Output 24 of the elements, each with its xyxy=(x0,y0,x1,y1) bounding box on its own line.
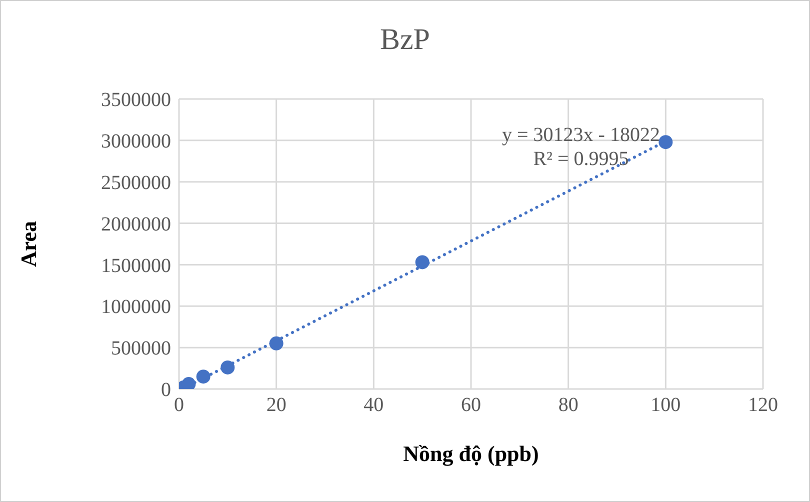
chart-title: BzP xyxy=(378,23,431,57)
x-tick-label: 40 xyxy=(364,394,384,416)
x-tick-label: 120 xyxy=(748,394,778,416)
x-tick-label: 100 xyxy=(650,394,681,416)
y-tick-label: 1500000 xyxy=(101,254,171,277)
y-tick-label: 3500000 xyxy=(101,89,171,112)
point xyxy=(196,370,210,384)
x-tick-label: 80 xyxy=(558,394,578,416)
y-axis-title: Area xyxy=(16,220,42,268)
y-tick-label: 3000000 xyxy=(101,130,171,153)
y-tick-label: 2500000 xyxy=(101,172,171,194)
point xyxy=(269,336,284,350)
y-tick-label: 0 xyxy=(161,379,171,402)
x-tick-label: 60 xyxy=(461,394,481,416)
x-axis-title: Nồng độ (ppb) xyxy=(402,441,540,467)
annotation: y = 30123x - 18022 xyxy=(501,123,661,147)
x-tick-label: 20 xyxy=(266,394,286,416)
point xyxy=(658,135,673,150)
y-tick-label: 500000 xyxy=(111,338,171,360)
point xyxy=(415,255,430,270)
annotation: R² = 0.9995 xyxy=(532,147,630,171)
y-tick-label: 2000000 xyxy=(101,213,171,236)
point xyxy=(220,360,235,374)
y-tick-label: 1000000 xyxy=(101,296,171,318)
